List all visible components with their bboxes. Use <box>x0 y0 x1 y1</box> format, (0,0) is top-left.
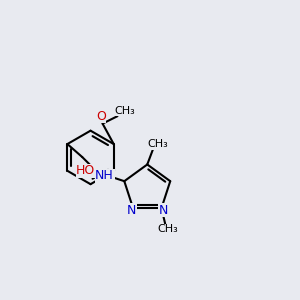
Text: O: O <box>96 110 106 123</box>
Text: NH: NH <box>95 169 114 182</box>
Text: HO: HO <box>76 164 95 177</box>
Text: N: N <box>127 203 136 217</box>
Text: CH₃: CH₃ <box>158 224 178 234</box>
Text: CH₃: CH₃ <box>115 106 135 116</box>
Text: N: N <box>159 203 168 217</box>
Text: CH₃: CH₃ <box>147 139 168 149</box>
